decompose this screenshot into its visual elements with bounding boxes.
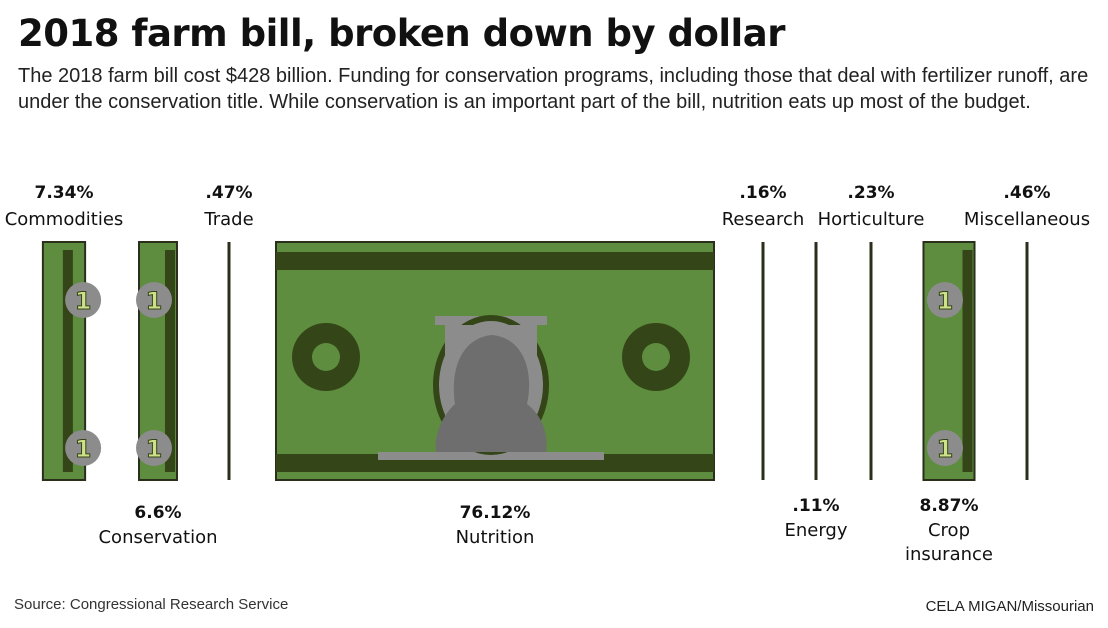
bar-horticulture <box>869 242 873 480</box>
numeral-conservation-0: 1 <box>146 287 163 315</box>
bar-nutrition <box>275 241 715 481</box>
chart-title: 2018 farm bill, broken down by dollar <box>18 12 785 55</box>
numeral-commodities-0: 1 <box>75 287 92 315</box>
bill-labels: 7.34% Commodities 6.6% Conservation .47% Trad… <box>5 183 1090 565</box>
category-label-miscellaneous: Miscellaneous <box>964 209 1090 230</box>
seal-commodities-1 <box>65 430 102 466</box>
numeral-crop-insurance-0: 1 <box>937 287 954 315</box>
category-label-commodities: Commodities <box>5 209 124 230</box>
category-label-horticulture: Horticulture <box>818 209 925 230</box>
dollar-bill-art <box>275 241 715 481</box>
value-label-crop-insurance: 8.87% <box>920 496 979 516</box>
value-label-energy: .11% <box>792 496 839 516</box>
category-label-trade: Trade <box>203 209 253 230</box>
category-label-crop-insurance-1: insurance <box>905 544 993 565</box>
category-label-energy: Energy <box>784 520 847 541</box>
bar-miscellaneous <box>1025 242 1029 480</box>
seal-conservation-1 <box>136 430 172 466</box>
bar-energy <box>814 242 818 480</box>
bar-conservation: 11 <box>136 241 178 481</box>
value-label-horticulture: .23% <box>847 183 894 203</box>
value-label-nutrition: 76.12% <box>460 503 531 523</box>
numeral-crop-insurance-1: 1 <box>937 435 954 463</box>
value-label-conservation: 6.6% <box>134 503 181 523</box>
credit-line: CELA MIGAN/Missourian <box>926 598 1094 615</box>
numeral-commodities-1: 1 <box>75 435 92 463</box>
bar-research <box>761 242 765 480</box>
value-label-research: .16% <box>739 183 786 203</box>
bar-crop-insurance: 11 <box>922 241 976 481</box>
credit-org: /Missourian <box>1017 598 1094 615</box>
seal-conservation-0 <box>136 282 172 318</box>
value-label-commodities: 7.34% <box>35 183 94 203</box>
value-label-miscellaneous: .46% <box>1003 183 1050 203</box>
numeral-conservation-1: 1 <box>146 435 163 463</box>
value-label-trade: .47% <box>205 183 252 203</box>
seal-commodities-0 <box>65 282 102 318</box>
source-note: Source: Congressional Research Service <box>14 596 289 613</box>
seal-crop-insurance-0 <box>927 282 963 318</box>
bar-trade <box>227 242 231 480</box>
seal-crop-insurance-1 <box>927 430 963 466</box>
category-label-nutrition: Nutrition <box>456 527 535 548</box>
category-label-research: Research <box>722 209 805 230</box>
credit-name: CELA MIGAN <box>925 598 1018 615</box>
category-label-conservation: Conservation <box>98 527 217 548</box>
category-label-crop-insurance: Crop <box>928 520 970 541</box>
bar-commodities: 11 <box>41 241 102 481</box>
chart-subtitle: The 2018 farm bill cost $428 billion. Fu… <box>18 65 1089 113</box>
